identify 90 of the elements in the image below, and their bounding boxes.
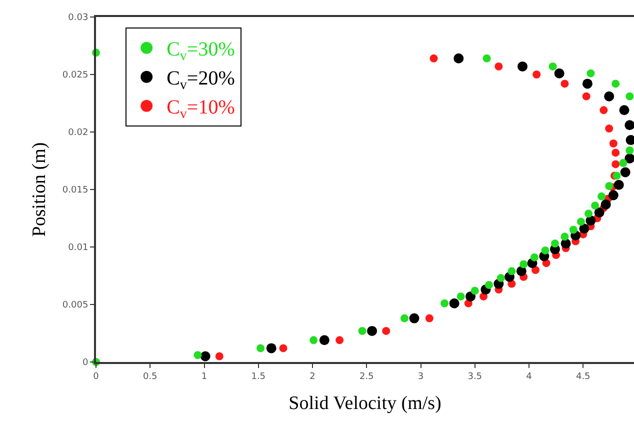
point [550,240,559,248]
point [496,274,505,282]
x-tick-label: 2.5 [359,372,374,382]
x-axis-title: Solid Velocity (m/s) [288,393,442,414]
point [600,199,611,210]
y-tick-label: 0.025 [62,70,88,81]
point [530,253,538,262]
point [215,352,224,360]
point [582,92,590,100]
point [586,69,595,78]
point [608,190,618,200]
x-tick-label: 4.5 [576,372,590,382]
point [605,182,614,190]
point [532,70,541,78]
point [609,140,618,148]
legend-label: C$_{v}$=10% [166,96,235,122]
point [619,159,628,168]
point [409,313,420,324]
point [612,160,620,168]
x-tick-label: 1.5 [251,372,266,382]
point [400,314,409,322]
y-tick-label: 0 [82,358,88,368]
point [594,208,604,218]
point [624,153,634,164]
point [466,291,476,302]
legend-label: C$_{v}$=20% [166,68,235,93]
point [569,226,578,234]
x-tick-label: 0 [93,372,100,382]
point [440,299,449,308]
x-tick-label: 2 [310,372,316,382]
point [358,326,366,335]
point [605,124,614,133]
point [454,53,464,64]
point [430,54,438,62]
point [456,292,465,300]
point [449,298,460,308]
point [470,286,479,295]
point [612,148,620,157]
point [425,314,434,322]
x-tick-label: 4 [526,372,532,382]
point [548,62,557,70]
point [256,344,265,352]
point [598,192,606,200]
x-tick-label: 3 [418,372,424,382]
point [612,80,620,88]
point [604,91,614,102]
point [586,216,596,226]
point [626,92,634,100]
y-tick-label: 0.02 [68,128,88,138]
point [619,105,630,116]
point [582,78,592,89]
point [584,210,593,218]
point [624,120,634,130]
point [336,336,344,344]
point [576,218,585,226]
point [560,80,569,88]
point [560,232,569,241]
point [310,336,318,344]
y-tick-label: 0.015 [62,186,88,196]
y-axis-title: Position (m) [28,142,50,237]
point [620,167,630,178]
point [626,146,634,154]
point [200,351,210,362]
point [266,343,276,354]
point [484,280,493,289]
point [591,202,600,210]
y-tick-label: 0.005 [62,300,88,311]
point [554,68,564,78]
point [319,335,330,346]
point [614,180,624,190]
point [579,224,590,234]
point [367,326,378,336]
y-tick-label: 0.01 [68,243,88,254]
y-tick-label: 0.03 [68,13,88,24]
point [508,267,516,276]
x-tick-label: 1 [201,372,208,382]
x-tick-label: 0.5 [142,372,158,382]
point [194,351,202,360]
point [520,260,528,268]
point [494,62,503,70]
point [382,326,390,335]
point [518,61,528,72]
point [482,54,491,62]
legend-label: C$_{v}$=30% [166,38,235,64]
point [279,344,288,352]
point [516,266,526,276]
point [531,266,540,274]
x-tick-label: 3.5 [468,372,482,382]
point [600,106,608,114]
point [541,246,550,254]
